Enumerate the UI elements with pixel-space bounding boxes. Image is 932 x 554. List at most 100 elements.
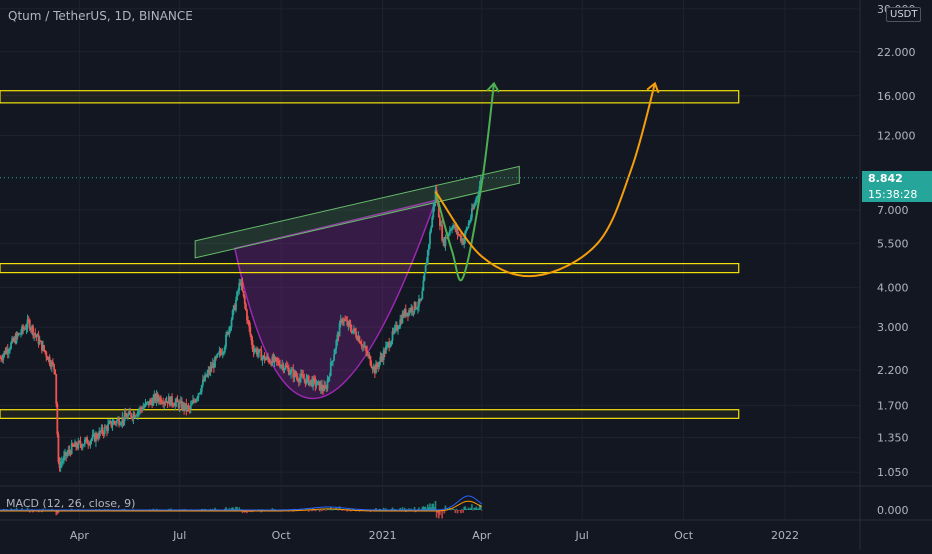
candle-body [229,327,232,329]
macd-histogram-bar [450,509,452,511]
candle-body [382,350,385,361]
candle-body [82,444,85,446]
candle-body [330,361,333,363]
candle-body [102,432,105,434]
candle-body [324,385,327,388]
macd-histogram-bar [363,510,365,511]
candle-body [190,403,193,406]
candle-body [149,400,151,406]
candle-body [132,413,135,419]
candle-body [407,312,409,316]
candle-body [34,333,37,335]
candle-body [384,346,387,354]
macd-histogram-bar [439,510,441,515]
candle-body [76,447,79,449]
macd-histogram-bar [323,509,325,510]
macd-histogram-bar [155,508,158,510]
candle-body [130,413,133,418]
candle-body [274,356,277,359]
time-axis-tick: Apr [70,529,90,542]
candle-body [263,355,266,361]
candle-body [422,280,425,291]
macd-histogram-bar [466,509,469,510]
candle-body [403,309,406,317]
candle-body [255,349,258,355]
macd-histogram-bar [170,508,172,510]
candle-body [217,353,220,355]
candle-body [95,434,97,442]
candle-body [0,358,3,360]
candle-body [301,373,304,376]
candle-body [313,377,316,379]
price-axis-tick: 1.350 [877,431,909,444]
macd-histogram-bar [338,506,341,510]
candle-body [187,406,190,408]
macd-histogram-bar [379,508,382,510]
candle-body [91,434,94,440]
candle-body [195,398,198,403]
candle-body [468,221,471,224]
macd-histogram-bar [325,510,328,511]
candle-body [336,334,339,341]
candle-body [124,413,127,417]
candle-body [238,283,241,291]
price-axis-tick: 12.000 [877,130,916,143]
candle-body [67,450,70,454]
macd-histogram-bar [435,510,438,518]
macd-histogram-bar [473,507,475,510]
candle-body [454,224,457,231]
candle-body [298,377,301,382]
candle-body [126,415,129,419]
candle-body [36,334,39,337]
candle-body [186,406,189,410]
candle-body [181,400,183,410]
candle-body [182,403,184,410]
macd-histogram-bar [468,508,471,510]
candle-body [379,356,382,362]
macd-histogram-bar [342,510,344,511]
macd-histogram-bar [322,510,324,511]
time-axis-tick: Oct [674,529,694,542]
macd-histogram-bar [472,510,474,511]
macd-histogram-bar [455,508,458,510]
candle-body [282,364,285,371]
macd-histogram-bar [393,508,396,510]
candle-body [150,400,152,402]
candle-body [455,228,458,231]
candle-body [391,331,394,341]
candle-body [426,250,429,263]
candle-body [250,334,253,341]
candle-body [231,310,234,320]
candle-body [215,357,218,359]
candle-body [12,338,15,342]
candle-body [268,358,270,363]
candle-body [297,380,300,382]
currency-badge[interactable]: USDT [886,7,922,22]
candle-body [367,354,370,356]
candle-body [160,397,162,403]
macd-histogram-bar [479,504,482,510]
candle-body [414,301,417,309]
candle-body [192,400,194,404]
macd-histogram-bar [467,507,470,510]
candle-body [335,340,338,349]
candle-body [227,332,230,335]
candle-body [302,375,305,379]
time-axis-tick: Jul [172,529,186,542]
candle-body [334,348,337,355]
candle-body [356,337,359,341]
candle-body [373,366,376,374]
candle-body [290,369,292,374]
candle-body [205,374,208,377]
candle-body [225,334,227,347]
projection-path-green [434,83,495,282]
candle-body [283,368,286,371]
candle-body [350,329,353,333]
candle-body [38,340,41,344]
candle-body [77,441,80,449]
candle-body [318,381,321,391]
price-axis-tick: 4.000 [877,281,909,294]
macd-histogram-bar [225,507,227,510]
